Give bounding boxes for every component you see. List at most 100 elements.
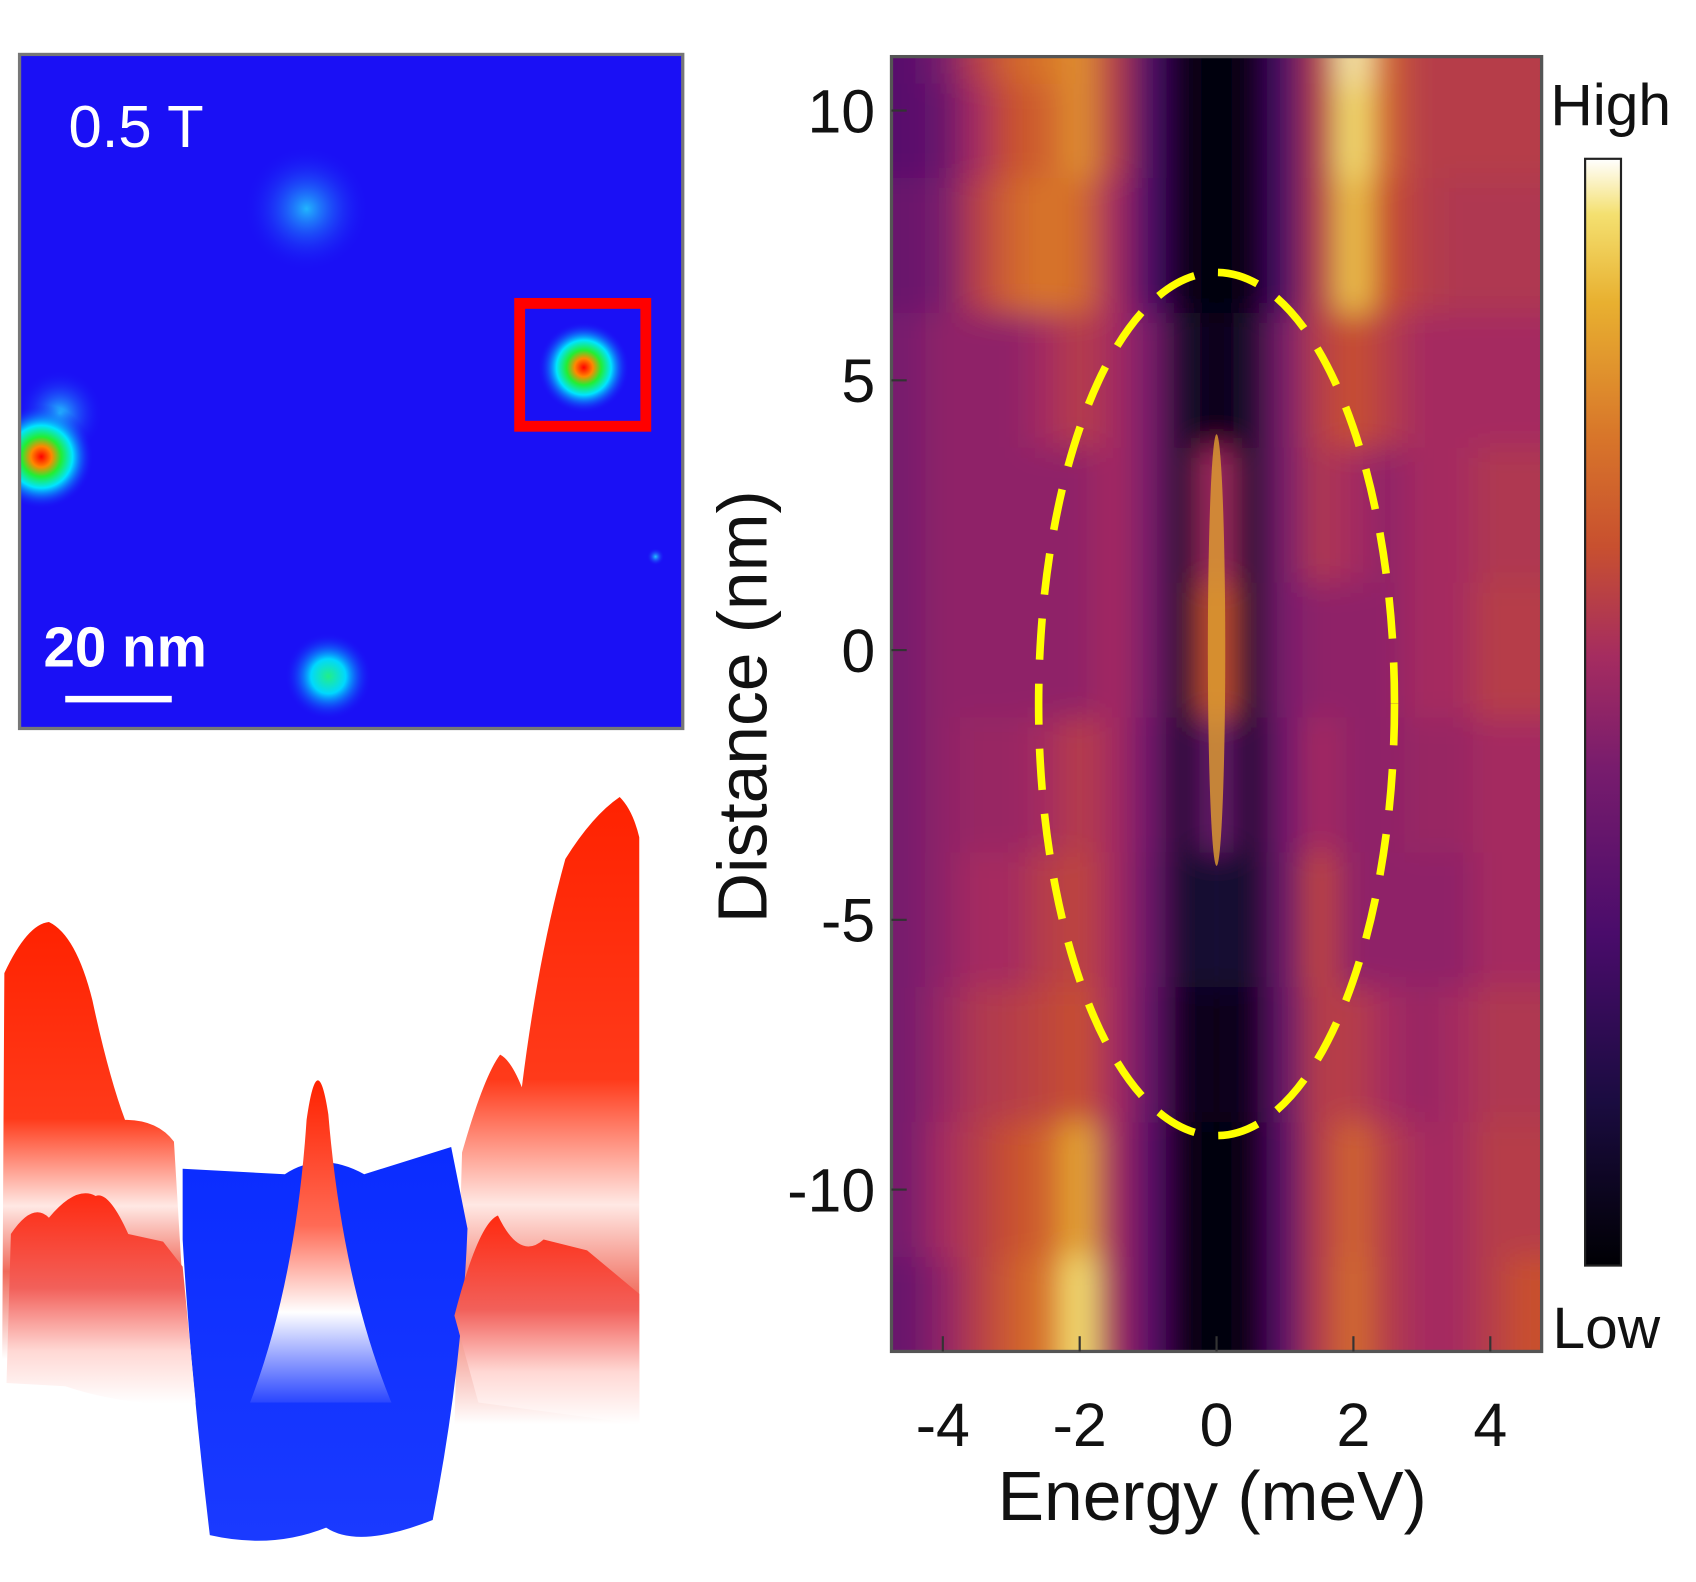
heatmap-cell xyxy=(1233,852,1269,988)
heatmap-cell xyxy=(1096,1122,1132,1258)
heatmap-cell xyxy=(1199,312,1235,449)
heatmap-cell xyxy=(1096,178,1132,314)
heatmap-cell xyxy=(891,717,927,853)
heatmap-cell xyxy=(891,447,927,584)
heatmap-cell xyxy=(1165,312,1200,449)
y-axis-label: Distance (nm) xyxy=(703,490,781,923)
impurity-spot xyxy=(19,404,94,509)
impurity-spot xyxy=(243,145,370,272)
heatmap-cell xyxy=(1404,447,1440,584)
heatmap-cell xyxy=(1302,1257,1337,1352)
heatmap-cell xyxy=(1404,987,1440,1123)
heatmap-cell xyxy=(1473,717,1508,853)
impurity-spot xyxy=(284,632,372,720)
heatmap-cell xyxy=(1438,178,1474,314)
heatmap-cell xyxy=(994,582,1029,719)
heatmap-cell xyxy=(994,1122,1029,1258)
heatmap-cell xyxy=(925,1257,961,1352)
colorbar-high-label: High xyxy=(1550,73,1671,138)
heatmap-cell xyxy=(1131,447,1166,584)
heatmap-cell xyxy=(1199,852,1235,988)
heatmap xyxy=(891,56,1542,1352)
y-tick-label: -10 xyxy=(787,1156,875,1224)
heatmap-cell xyxy=(1267,1257,1303,1352)
heatmap-cell xyxy=(891,178,927,314)
heatmap-cell xyxy=(925,83,961,179)
heatmap-cell xyxy=(1438,987,1474,1123)
heatmap-cell xyxy=(994,83,1029,179)
heatmap-cell xyxy=(1233,582,1269,719)
heatmap-cell xyxy=(1131,56,1166,85)
heatmap-cell xyxy=(1336,178,1372,314)
heatmap-cell xyxy=(1028,178,1064,314)
heatmap-cell xyxy=(1233,83,1269,179)
heatmap-cell xyxy=(1062,1122,1098,1258)
heatmap-cell xyxy=(959,83,995,179)
surface-central-peak xyxy=(250,1080,392,1403)
zero-bias-peak xyxy=(1207,434,1226,866)
heatmap-cell xyxy=(1336,1257,1372,1352)
heatmap-cell xyxy=(1473,56,1508,85)
heatmap-cell xyxy=(1404,1257,1440,1352)
heatmap-cell xyxy=(1096,1257,1132,1352)
heatmap-cell xyxy=(1507,1122,1542,1258)
y-tick-label: 0 xyxy=(841,617,875,685)
heatmap-cell xyxy=(1233,56,1269,85)
heatmap-cell xyxy=(891,56,927,85)
heatmap-cell xyxy=(1302,56,1337,85)
heatmap-cell xyxy=(1131,312,1166,449)
heatmap-cell xyxy=(1438,852,1474,988)
heatmap-cell xyxy=(1062,178,1098,314)
heatmap-cell xyxy=(1507,83,1542,179)
annotation-ellipse xyxy=(1034,268,1399,1140)
heatmap-cell xyxy=(925,1122,961,1258)
heatmap-cell xyxy=(1507,447,1542,584)
heatmap-cell xyxy=(1404,56,1440,85)
heatmap-cell xyxy=(1507,312,1542,449)
heatmap-cell xyxy=(1131,987,1166,1123)
heatmap-cell xyxy=(1438,56,1474,85)
heatmap-cell xyxy=(1165,1257,1200,1352)
heatmap-cell xyxy=(1370,83,1406,179)
heatmap-cell xyxy=(1096,582,1132,719)
heatmap-cell xyxy=(891,987,927,1123)
heatmap-cell xyxy=(959,56,995,85)
heatmap-cell xyxy=(1062,447,1098,584)
y-tick-label: 5 xyxy=(841,347,875,415)
heatmap-cell xyxy=(1062,83,1098,179)
heatmap-cell xyxy=(925,717,961,853)
heatmap-cell xyxy=(1438,717,1474,853)
heatmap-cell xyxy=(1062,56,1098,85)
y-tick-label: 10 xyxy=(807,77,875,145)
heatmap-cell xyxy=(1165,582,1200,719)
heatmap-cell xyxy=(1404,178,1440,314)
heatmap-cell xyxy=(1028,56,1064,85)
heatmap-cell xyxy=(1062,312,1098,449)
heatmap-cell xyxy=(1062,1257,1098,1352)
heatmap-cell xyxy=(1165,717,1200,853)
heatmap-cell xyxy=(1336,1122,1372,1258)
heatmap-cell xyxy=(1370,312,1406,449)
heatmap-cell xyxy=(1473,852,1508,988)
heatmap-cell xyxy=(959,717,995,853)
heatmap-cell xyxy=(1096,83,1132,179)
heatmap-cell xyxy=(1267,447,1303,584)
heatmap-cell xyxy=(1302,178,1337,314)
x-tick-label: -2 xyxy=(1053,1391,1107,1459)
heatmap-cell xyxy=(1267,582,1303,719)
heatmap-cell xyxy=(959,178,995,314)
heatmap-cell xyxy=(1473,447,1508,584)
field-label: 0.5 T xyxy=(68,93,203,160)
heatmap-cell xyxy=(1233,717,1269,853)
heatmap-cell xyxy=(1233,312,1269,449)
heatmap-cell xyxy=(1199,1257,1235,1352)
heatmap-cell xyxy=(1336,83,1372,179)
heatmap-cell xyxy=(994,312,1029,449)
x-tick-label: 0 xyxy=(1200,1391,1234,1459)
heatmap-cell xyxy=(1370,56,1406,85)
heatmap-cell xyxy=(891,1257,927,1352)
stm-image-frame xyxy=(17,52,685,731)
heatmap-cell xyxy=(994,447,1029,584)
heatmap-cell xyxy=(1438,1257,1474,1352)
